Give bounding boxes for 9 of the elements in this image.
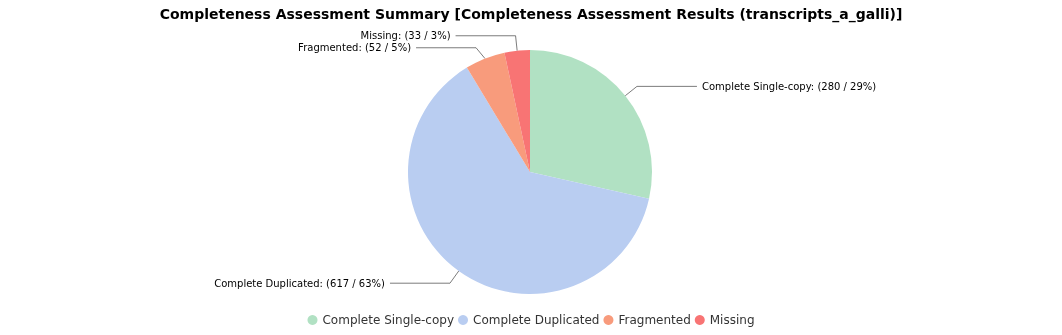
data-label: Missing: (33 / 3%) — [360, 30, 451, 42]
data-label: Complete Duplicated: (617 / 63%) — [214, 277, 386, 289]
legend-label: Missing — [709, 313, 755, 327]
legend-label: Complete Single-copy — [322, 313, 455, 327]
data-label: Complete Single-copy: (280 / 29%) — [701, 80, 877, 92]
data-label: Fragmented: (52 / 5%) — [298, 42, 412, 54]
chart-title: Completeness Assessment Summary [Completeness Assessment Results (transcripts_a_galli)] — [159, 6, 903, 23]
legend-label: Complete Duplicated — [473, 313, 600, 327]
legend-label: Fragmented — [618, 313, 691, 327]
